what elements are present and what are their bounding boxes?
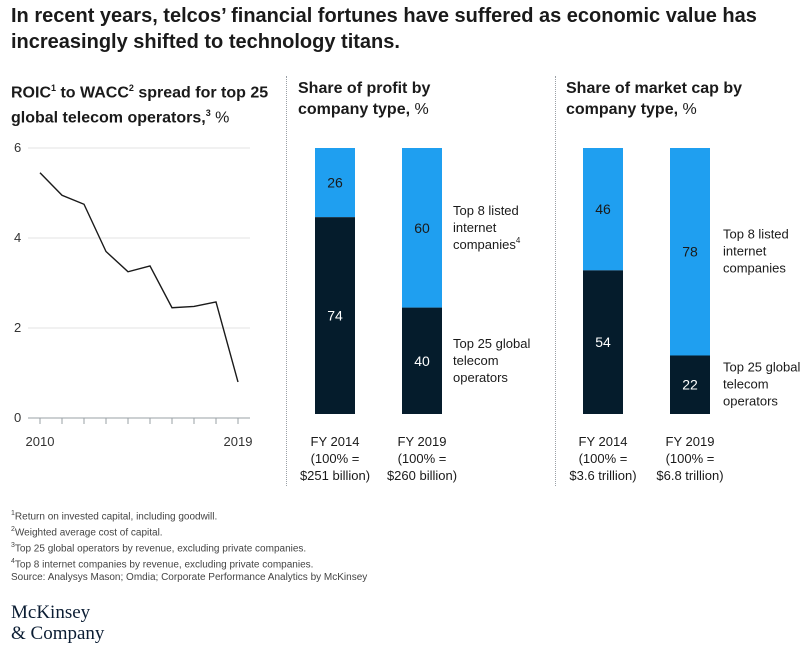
marketcap-legend-telecom-line-2: telecom xyxy=(723,377,769,392)
profit-fy-2014-internet-segment xyxy=(315,148,355,218)
x-tick-label-2019: 2019 xyxy=(224,434,253,449)
profit-legend-internet-line-2: internet xyxy=(453,220,497,235)
marketcap-fy-2019-telecom-value: 22 xyxy=(682,377,698,393)
logo-line-1: McKinsey xyxy=(11,602,91,623)
y-tick-label-6: 6 xyxy=(14,140,21,155)
profit-legend-telecom-line-1: Top 25 global xyxy=(453,336,530,351)
marketcap-fy-2014-total-note-1: (100% = xyxy=(579,451,628,466)
y-tick-label-2: 2 xyxy=(14,320,21,335)
profit-fy-2014-total-note-2: $251 billion) xyxy=(300,468,370,483)
marketcap-fy-2019-internet-value: 78 xyxy=(682,244,698,260)
roic-panel-title: ROIC1 to WACC2 spread for top 25 global … xyxy=(11,83,269,127)
marketcap-fy-2019-internet-segment xyxy=(670,148,710,356)
source-note: Source: Analysys Mason; Omdia; Corporate… xyxy=(11,571,368,583)
marketcap-legend-internet-line-2: internet xyxy=(723,244,767,259)
profit-fy-2014-telecom-segment xyxy=(315,217,355,414)
profit-fy-2014-telecom-value: 74 xyxy=(327,308,343,324)
y-tick-label-0: 0 xyxy=(14,410,21,425)
marketcap-fy-2019-telecom-segment xyxy=(670,355,710,414)
profit-fy-2019-total-note-2: $260 billion) xyxy=(387,468,457,483)
marketcap-fy-2014-internet-segment xyxy=(583,148,623,271)
profit-fy-2014-total-note-1: (100% = xyxy=(311,451,360,466)
marketcap-fy-2019-total-note-1: (100% = xyxy=(666,451,715,466)
profit-fy-2014-category-label: FY 2014 xyxy=(311,434,360,449)
footnote-1: 1Return on invested capital, including g… xyxy=(11,510,218,523)
profit-fy-2019-telecom-value: 40 xyxy=(414,353,430,369)
panel-divider-2 xyxy=(555,76,556,486)
footnote-4: 4Top 8 internet companies by revenue, ex… xyxy=(11,557,314,571)
profit-legend-internet-line-1: Top 8 listed xyxy=(453,203,519,218)
profit-panel-title: Share of profit by company type, % xyxy=(298,80,431,118)
logo-line-2: & Company xyxy=(11,623,105,644)
profit-fy-2019-total-note-1: (100% = xyxy=(398,451,447,466)
profit-legend-telecom-line-2: telecom xyxy=(453,353,499,368)
profit-legend-internet-line-3: companies4 xyxy=(453,236,521,252)
marketcap-fy-2014-telecom-segment xyxy=(583,270,623,414)
profit-fy-2019-internet-value: 60 xyxy=(414,220,430,236)
marketcap-panel-title: Share of market cap by company type, % xyxy=(566,80,743,118)
marketcap-fy-2019-total-note-2: $6.8 trillion) xyxy=(656,468,723,483)
marketcap-fy-2014-total-note-2: $3.6 trillion) xyxy=(569,468,636,483)
marketcap-fy-2014-internet-value: 46 xyxy=(595,201,611,217)
marketcap-fy-2014-category-label: FY 2014 xyxy=(579,434,628,449)
marketcap-legend-internet-line-1: Top 8 listed xyxy=(723,227,789,242)
marketcap-fy-2019-category-label: FY 2019 xyxy=(666,434,715,449)
y-tick-label-4: 4 xyxy=(14,230,21,245)
panel-divider-1 xyxy=(286,76,287,486)
profit-fy-2019-telecom-segment xyxy=(402,307,442,414)
footnote-3: 3Top 25 global operators by revenue, exc… xyxy=(11,541,307,555)
marketcap-legend-telecom-line-1: Top 25 global xyxy=(723,360,800,375)
mckinsey-logo: McKinsey & Company xyxy=(11,602,104,644)
marketcap-legend-telecom-line-3: operators xyxy=(723,394,778,409)
x-tick-label-2010: 2010 xyxy=(26,434,55,449)
profit-fy-2019-category-label: FY 2019 xyxy=(398,434,447,449)
marketcap-legend-internet-line-3: companies xyxy=(723,261,786,276)
footnote-2: 2Weighted average cost of capital. xyxy=(11,525,163,539)
profit-fy-2014-internet-value: 26 xyxy=(327,175,343,191)
profit-fy-2019-internet-segment xyxy=(402,148,442,308)
roic-wacc-spread-line xyxy=(39,172,239,383)
headline: In recent years, telcos’ financial fortu… xyxy=(11,5,757,53)
marketcap-fy-2014-telecom-value: 54 xyxy=(595,334,611,350)
profit-legend-telecom-line-3: operators xyxy=(453,370,508,385)
footnotes: 1Return on invested capital, including g… xyxy=(11,508,367,584)
